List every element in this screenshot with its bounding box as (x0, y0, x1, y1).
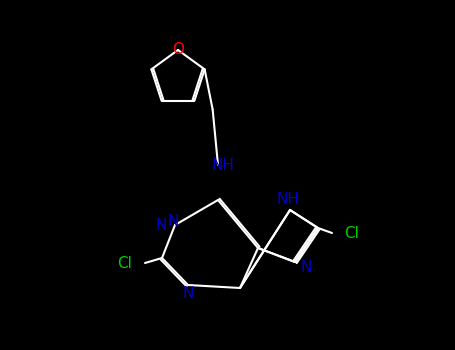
Text: O: O (172, 42, 184, 57)
Text: N: N (300, 259, 311, 274)
Text: NH: NH (277, 193, 299, 208)
Text: N: N (156, 217, 167, 232)
Text: N: N (167, 215, 179, 230)
Text: Cl: Cl (344, 225, 359, 240)
Text: N: N (182, 286, 194, 301)
Text: NH: NH (212, 158, 234, 173)
Text: Cl: Cl (117, 256, 132, 271)
